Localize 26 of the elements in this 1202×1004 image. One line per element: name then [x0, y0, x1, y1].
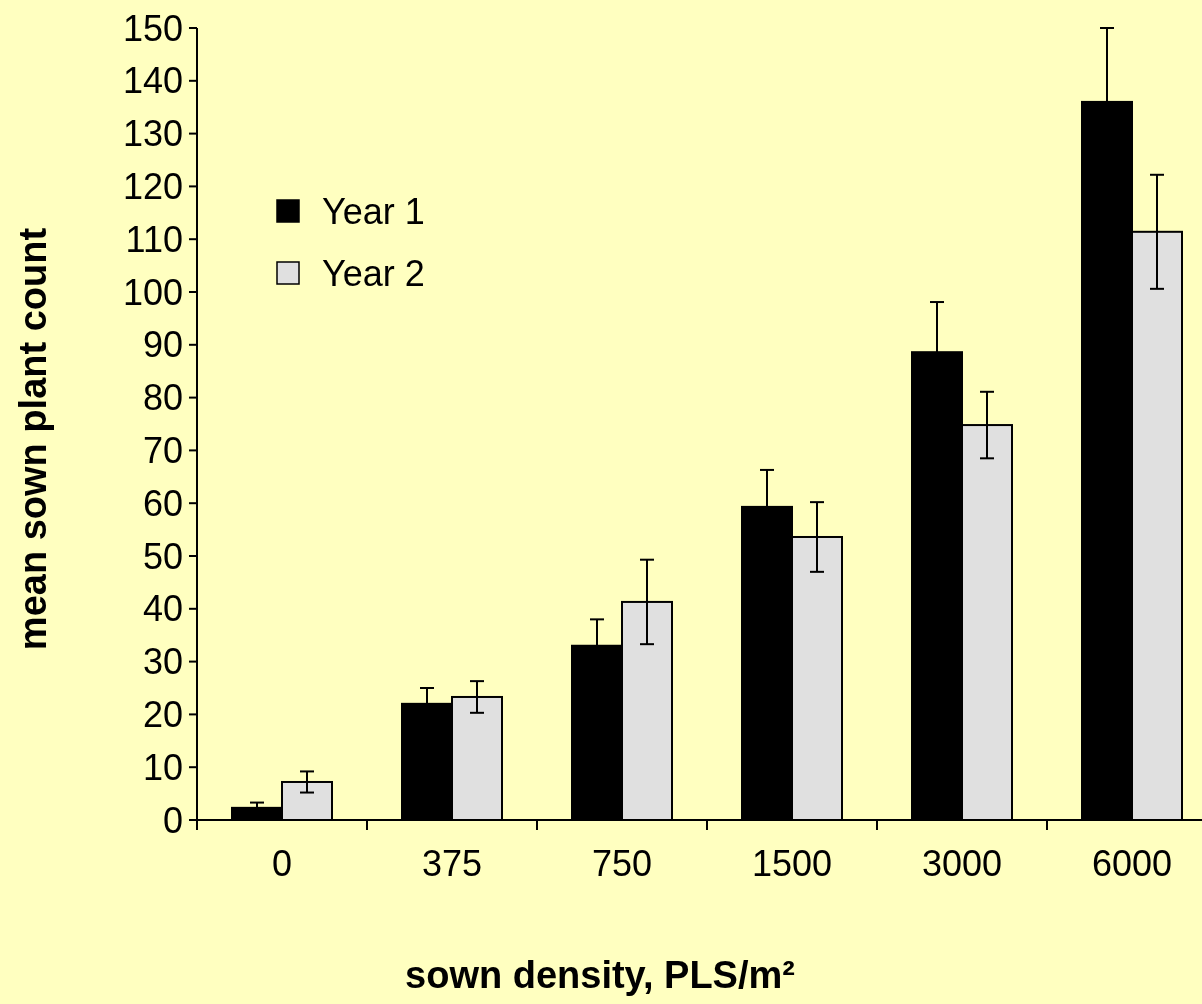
- y-tick-label: 10: [142, 746, 183, 788]
- y-tick-label: 100: [122, 271, 183, 313]
- y-tick-label: 90: [142, 324, 183, 366]
- y-axis-title: mean sown plant count: [12, 227, 54, 651]
- y-tick-label: 70: [142, 430, 183, 471]
- y-tick-label: 20: [142, 694, 183, 735]
- y-tick-label: 50: [142, 535, 183, 577]
- legend-label: Year 2: [322, 252, 425, 294]
- y-tick-label: 140: [122, 60, 183, 102]
- legend-label: Year 1: [322, 190, 425, 232]
- y-tick-label: 40: [142, 588, 183, 630]
- y-tick-label: 150: [122, 7, 183, 49]
- x-tick-label: 0: [271, 843, 293, 884]
- y-tick-label: 130: [122, 113, 183, 155]
- y-tick-label: 60: [142, 482, 183, 524]
- x-tick-label: 750: [591, 843, 653, 884]
- x-tick-label: 6000: [1091, 843, 1173, 884]
- x-tick-label: 375: [421, 843, 483, 884]
- x-tick-label: 1500: [751, 843, 833, 884]
- x-axis-title: sown density, PLS/m²: [405, 954, 795, 996]
- y-tick-label: 110: [125, 218, 183, 260]
- y-tick-label: 30: [142, 641, 183, 683]
- y-tick-label: 80: [142, 377, 183, 419]
- x-tick-label: 3000: [921, 843, 1003, 884]
- y-tick-label: 120: [122, 166, 183, 207]
- y-tick-label: 0: [162, 799, 183, 841]
